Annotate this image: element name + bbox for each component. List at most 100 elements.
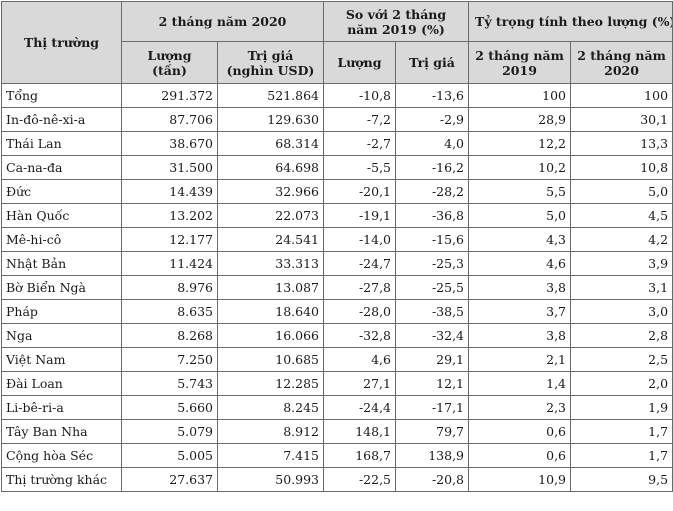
table-row: Thái Lan 38.670 68.314 -2,7 4,0 12,2 13,3 — [1, 131, 673, 156]
table-row: Đức 14.439 32.966 -20,1 -28,2 5,5 5,0 — [1, 179, 673, 204]
share-2019-cell: 1,4 — [468, 371, 572, 396]
market-name-cell: Bờ Biển Ngà — [1, 275, 122, 300]
cmp-value-cell: -20,8 — [394, 467, 470, 492]
share-2020-cell: 9,5 — [570, 467, 673, 492]
cmp-volume-cell: -20,1 — [323, 179, 396, 204]
cmp-volume-cell: 4,6 — [323, 347, 396, 372]
share-2019-cell: 4,3 — [468, 227, 572, 252]
value-cell: 64.698 — [217, 155, 324, 180]
share-2019-cell: 0,6 — [468, 419, 572, 444]
table-row: Pháp 8.635 18.640 -28,0 -38,5 3,7 3,0 — [1, 299, 673, 324]
volume-cell: 38.670 — [121, 131, 218, 156]
market-name-cell: Mê-hi-cô — [1, 227, 122, 252]
table-row: Nhật Bản 11.424 33.313 -24,7 -25,3 4,6 3,9 — [1, 251, 673, 276]
share-2020-cell: 13,3 — [570, 131, 673, 156]
market-name-cell: Việt Nam — [1, 347, 122, 372]
share-2020-cell: 10,8 — [570, 155, 673, 180]
table-row: Việt Nam 7.250 10.685 4,6 29,1 2,1 2,5 — [1, 347, 673, 372]
share-2019-cell: 100 — [468, 83, 572, 108]
cmp-volume-cell: -14,0 — [323, 227, 396, 252]
share-2020-cell: 100 — [570, 83, 673, 108]
share-2020-cell: 4,2 — [570, 227, 673, 252]
market-name-cell: Ca-na-đa — [1, 155, 122, 180]
cmp-value-cell: -17,1 — [394, 395, 470, 420]
table-row: Li-bê-ri-a 5.660 8.245 -24,4 -17,1 2,3 1,9 — [1, 395, 673, 420]
table-row: Cộng hòa Séc 5.005 7.415 168,7 138,9 0,6 1,7 — [1, 443, 673, 468]
cmp-volume-cell: -24,4 — [323, 395, 396, 420]
cmp-value-cell: -25,3 — [394, 251, 470, 276]
share-2020-cell: 3,9 — [570, 251, 673, 276]
volume-cell: 8.635 — [121, 299, 218, 324]
value-cell: 12.285 — [217, 371, 324, 396]
share-2019-cell: 12,2 — [468, 131, 572, 156]
cmp-value-cell: 4,0 — [394, 131, 470, 156]
volume-cell: 11.424 — [121, 251, 218, 276]
share-2019-cell: 0,6 — [468, 443, 572, 468]
volume-cell: 13.202 — [121, 203, 218, 228]
share-2019-cell: 10,2 — [468, 155, 572, 180]
value-cell: 18.640 — [217, 299, 324, 324]
table-row: Hàn Quốc 13.202 22.073 -19,1 -36,8 5,0 4,5 — [1, 203, 673, 228]
volume-cell: 27.637 — [121, 467, 218, 492]
cmp-volume-cell: -28,0 — [323, 299, 396, 324]
market-name-cell: Nhật Bản — [1, 251, 122, 276]
market-name-cell: Tây Ban Nha — [1, 419, 122, 444]
cmp-value-cell: -32,4 — [394, 323, 470, 348]
value-cell: 7.415 — [217, 443, 324, 468]
volume-cell: 12.177 — [121, 227, 218, 252]
share-2020-cell: 2,8 — [570, 323, 673, 348]
volume-cell: 7.250 — [121, 347, 218, 372]
cmp-volume-cell: -19,1 — [323, 203, 396, 228]
cmp-value-cell: 138,9 — [394, 443, 470, 468]
cmp-value-cell: -16,2 — [394, 155, 470, 180]
header-share-2020: 2 tháng năm 2020 — [570, 41, 673, 84]
value-cell: 8.912 — [217, 419, 324, 444]
value-cell: 32.966 — [217, 179, 324, 204]
share-2019-cell: 5,5 — [468, 179, 572, 204]
market-name-cell: Pháp — [1, 299, 122, 324]
volume-cell: 5.005 — [121, 443, 218, 468]
header-share: Tỷ trọng tính theo lượng (%) — [468, 1, 673, 42]
share-2019-cell: 3,7 — [468, 299, 572, 324]
value-cell: 10.685 — [217, 347, 324, 372]
volume-cell: 8.268 — [121, 323, 218, 348]
cmp-value-cell: -25,5 — [394, 275, 470, 300]
table-row: Ca-na-đa 31.500 64.698 -5,5 -16,2 10,2 10,8 — [1, 155, 673, 180]
table-row: Thị trường khác 27.637 50.993 -22,5 -20,8 10,… — [1, 467, 673, 492]
market-name-cell: Nga — [1, 323, 122, 348]
value-cell: 50.993 — [217, 467, 324, 492]
header-period-2020: 2 tháng năm 2020 — [121, 1, 324, 42]
value-cell: 8.245 — [217, 395, 324, 420]
value-cell: 13.087 — [217, 275, 324, 300]
table-row: Tổng 291.372 521.864 -10,8 -13,6 100 100 — [1, 83, 673, 108]
cmp-value-cell: -36,8 — [394, 203, 470, 228]
cmp-value-cell: -2,9 — [394, 107, 470, 132]
share-2019-cell: 10,9 — [468, 467, 572, 492]
volume-cell: 5.743 — [121, 371, 218, 396]
volume-cell: 8.976 — [121, 275, 218, 300]
cmp-volume-cell: -22,5 — [323, 467, 396, 492]
header-volume: Lượng (tấn) — [121, 41, 218, 84]
share-2020-cell: 30,1 — [570, 107, 673, 132]
market-name-cell: In-đô-nê-xi-a — [1, 107, 122, 132]
table-row: Tây Ban Nha 5.079 8.912 148,1 79,7 0,6 1,7 — [1, 419, 673, 444]
volume-cell: 14.439 — [121, 179, 218, 204]
share-2019-cell: 28,9 — [468, 107, 572, 132]
share-2019-cell: 3,8 — [468, 275, 572, 300]
share-2020-cell: 1,9 — [570, 395, 673, 420]
value-cell: 33.313 — [217, 251, 324, 276]
header-value: Trị giá (nghìn USD) — [217, 41, 324, 84]
value-cell: 22.073 — [217, 203, 324, 228]
cmp-value-cell: 12,1 — [394, 371, 470, 396]
share-2020-cell: 2,0 — [570, 371, 673, 396]
market-name-cell: Cộng hòa Séc — [1, 443, 122, 468]
cmp-volume-cell: -27,8 — [323, 275, 396, 300]
cmp-volume-cell: -2,7 — [323, 131, 396, 156]
cmp-value-cell: -28,2 — [394, 179, 470, 204]
share-2020-cell: 1,7 — [570, 419, 673, 444]
table-body: Tổng 291.372 521.864 -10,8 -13,6 100 100 In-đô-… — [1, 83, 673, 492]
share-2019-cell: 5,0 — [468, 203, 572, 228]
value-cell: 16.066 — [217, 323, 324, 348]
table-header: Thị trường 2 tháng năm 2020 So với 2 thá… — [1, 1, 673, 84]
share-2020-cell: 4,5 — [570, 203, 673, 228]
